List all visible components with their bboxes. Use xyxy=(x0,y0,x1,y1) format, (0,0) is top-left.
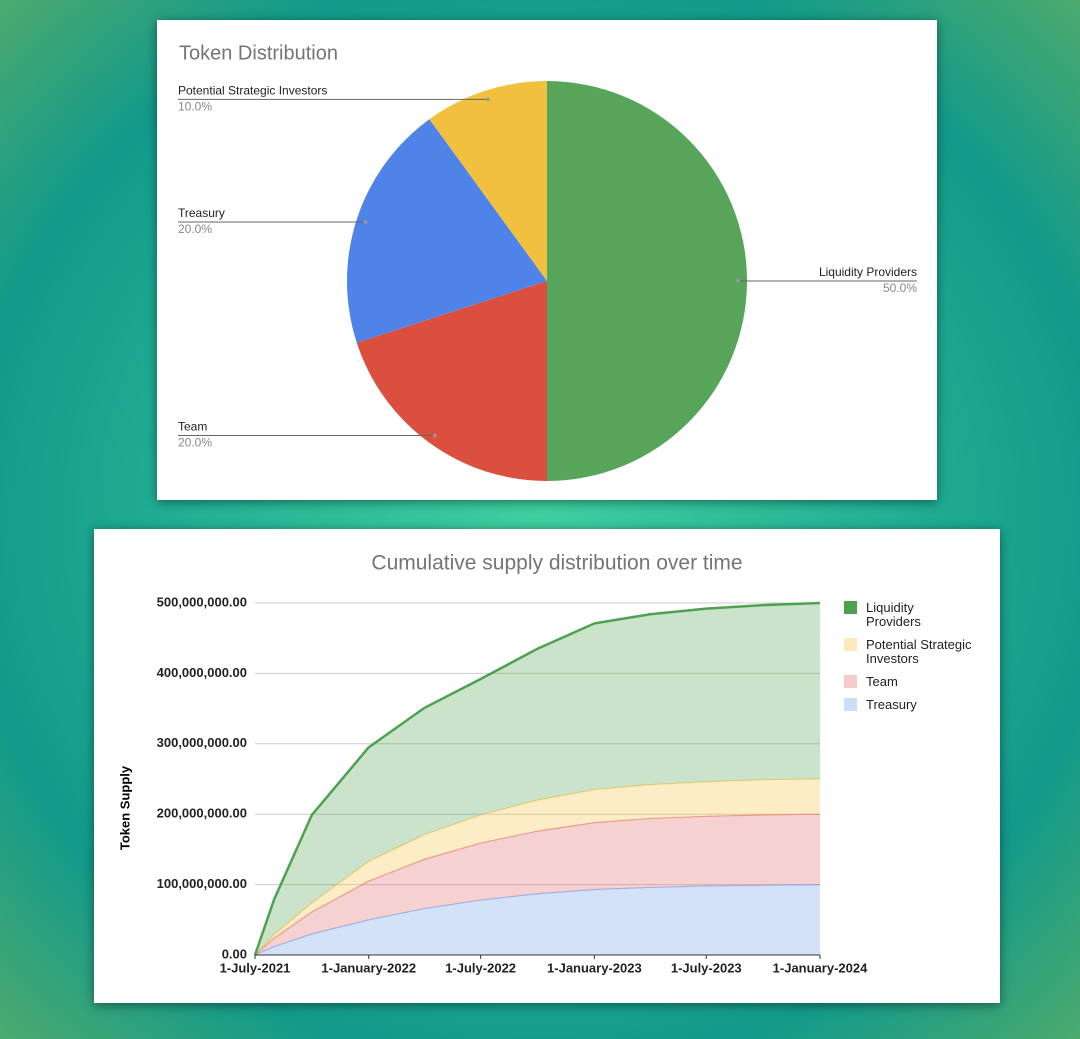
legend-item: Team xyxy=(844,675,972,689)
leader-dot xyxy=(736,279,740,283)
slice-value-label: 20.0% xyxy=(178,222,212,236)
y-tick-label: 0.00 xyxy=(222,946,247,961)
x-tick-label: 1-January-2023 xyxy=(547,960,642,975)
slice-label: Potential Strategic Investors xyxy=(178,84,327,98)
leader-dot xyxy=(486,97,490,102)
legend-swatch xyxy=(844,675,857,688)
chart-title: Cumulative supply distribution over time xyxy=(371,552,742,575)
legend-item: Potential Strategic Investors xyxy=(844,638,972,666)
pie-slice xyxy=(547,81,747,481)
leader-dot xyxy=(432,433,437,438)
area-panel: Cumulative supply distribution over time… xyxy=(94,529,1000,1003)
area xyxy=(255,814,820,955)
y-tick-label: 500,000,000.00 xyxy=(157,594,247,609)
legend-item: Liquidity Providers xyxy=(844,601,972,629)
slice-value-label: 20.0% xyxy=(178,436,212,450)
area xyxy=(255,779,820,955)
area-line xyxy=(253,601,821,956)
legend-swatch xyxy=(844,601,857,614)
area-line xyxy=(254,884,821,956)
x-tick-label: 1-July-2021 xyxy=(220,960,291,975)
slice-label: Liquidity Providers xyxy=(819,265,917,279)
legend-label: Team xyxy=(866,674,898,689)
leader-dot xyxy=(363,220,368,224)
x-tick-label: 1-January-2024 xyxy=(773,960,868,975)
area-line xyxy=(254,778,821,956)
legend-swatch xyxy=(844,698,857,711)
area-chart: Cumulative supply distribution over time… xyxy=(117,552,868,976)
legend-label: Liquidity Providers xyxy=(866,600,921,629)
x-tick-label: 1-July-2023 xyxy=(671,960,742,975)
x-tick-label: 1-January-2022 xyxy=(321,960,416,975)
pie-panel: Token Distribution Liquidity Providers 50… xyxy=(157,20,937,500)
legend-swatch xyxy=(844,638,857,651)
y-tick-label: 400,000,000.00 xyxy=(157,665,247,680)
pie-slice xyxy=(356,281,547,481)
legend: Liquidity Providers Potential Strategic I… xyxy=(844,601,972,712)
legend-label: Potential Strategic Investors xyxy=(866,637,972,666)
pie-chart: Token Distribution Liquidity Providers 50… xyxy=(178,42,917,481)
y-tick-label: 300,000,000.00 xyxy=(157,735,247,750)
y-axis-label: Token Supply xyxy=(117,765,132,850)
area xyxy=(255,603,820,955)
legend-item: Treasury xyxy=(844,698,972,712)
area xyxy=(255,884,820,955)
x-tick-label: 1-July-2022 xyxy=(445,960,516,975)
pie-slice xyxy=(429,81,547,281)
chart-title: Token Distribution xyxy=(179,42,338,64)
area-line xyxy=(254,813,821,956)
slice-value-label: 10.0% xyxy=(178,100,212,114)
pie-slice xyxy=(347,119,547,343)
y-tick-label: 200,000,000.00 xyxy=(157,806,247,821)
slice-label: Treasury xyxy=(178,206,225,220)
slice-value-label: 50.0% xyxy=(883,281,917,295)
legend-label: Treasury xyxy=(866,697,917,712)
slice-label: Team xyxy=(178,420,207,434)
y-tick-label: 100,000,000.00 xyxy=(157,876,247,891)
